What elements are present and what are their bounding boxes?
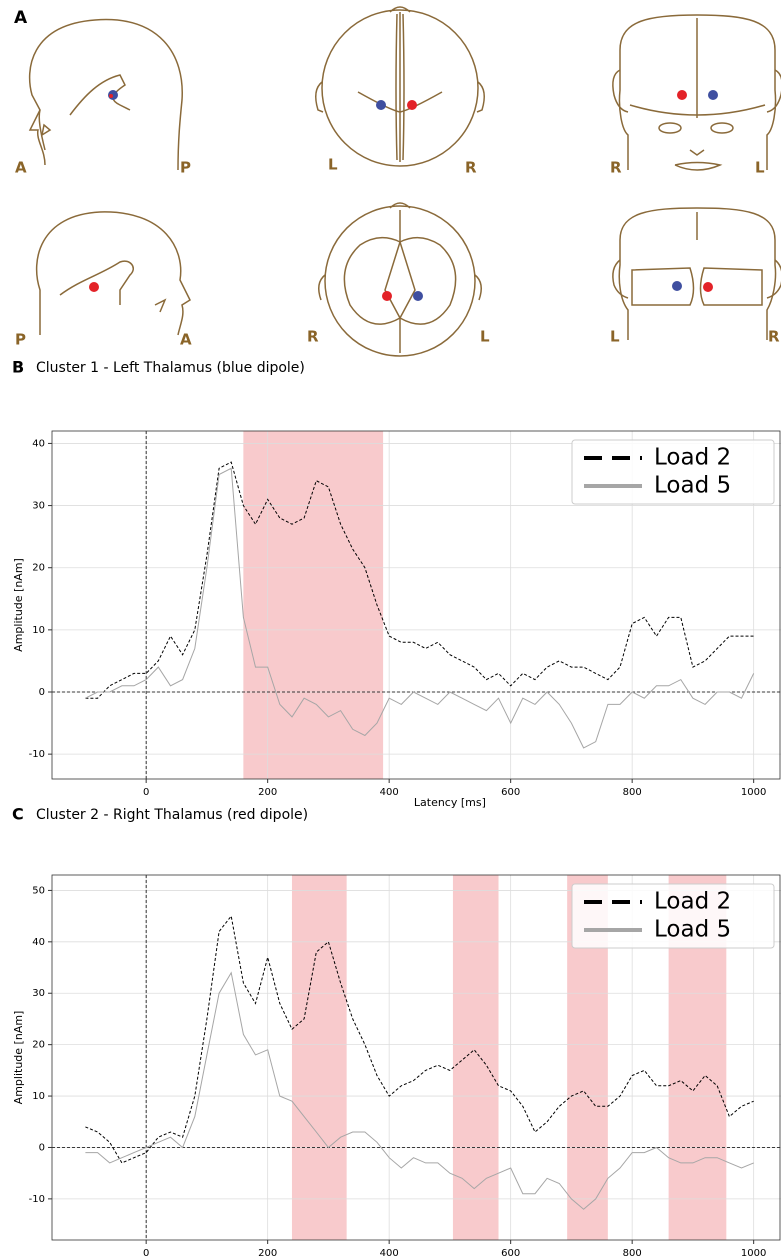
y-axis-label: Amplitude [nAm]: [12, 1011, 25, 1105]
highlight-span: [453, 875, 499, 1240]
x-tick-label: 800: [623, 1248, 642, 1258]
y-tick-label: 0: [39, 1142, 45, 1153]
y-tick-label: 30: [32, 988, 45, 999]
x-tick-label: 400: [380, 787, 399, 798]
dipole-red: [677, 90, 687, 100]
orientation-label: P: [15, 331, 26, 349]
y-tick-label: 10: [32, 625, 45, 636]
x-tick-label: 200: [258, 1248, 277, 1258]
head-top: [319, 203, 482, 356]
figure-svg: A A P L R R L P A: [0, 0, 781, 1258]
data-line: [85, 973, 753, 1209]
x-tick-label: 0: [143, 1248, 149, 1258]
dipole-red: [382, 291, 392, 301]
data-line: [85, 468, 753, 748]
x-tick-label: 800: [623, 787, 642, 798]
highlight-span: [292, 875, 347, 1240]
x-axis-label: Latency [ms]: [414, 796, 486, 809]
dipole-red: [109, 94, 113, 98]
y-tick-label: 0: [39, 687, 45, 698]
y-axis-label: Amplitude [nAm]: [12, 558, 25, 652]
head-front: [613, 208, 781, 340]
y-tick-label: 20: [32, 563, 45, 574]
x-tick-label: 200: [258, 787, 277, 798]
x-tick-label: 0: [143, 787, 149, 798]
x-tick-label: 600: [501, 787, 520, 798]
orientation-label: R: [768, 328, 780, 346]
head-top: [316, 7, 485, 166]
chart-title: Cluster 2 - Right Thalamus (red dipole): [36, 807, 308, 823]
panel-label: C: [12, 805, 24, 824]
head-side: [37, 212, 190, 335]
dipole-blue: [708, 90, 718, 100]
orientation-label: R: [610, 159, 622, 177]
chart-title: Cluster 1 - Left Thalamus (blue dipole): [36, 360, 305, 376]
y-tick-label: 50: [32, 885, 45, 896]
x-tick-label: 600: [501, 1248, 520, 1258]
highlight-span: [243, 431, 383, 779]
legend-label: Load 5: [654, 473, 731, 499]
figure: A A P L R R L P A: [0, 0, 781, 1258]
orientation-label: L: [328, 156, 338, 174]
panel-label: B: [12, 358, 24, 377]
y-tick-label: -10: [29, 749, 45, 760]
x-tick-label: 400: [380, 1248, 399, 1258]
orientation-label: L: [610, 328, 620, 346]
dipole-red: [703, 282, 713, 292]
orientation-label: A: [180, 331, 192, 349]
y-tick-label: 20: [32, 1040, 45, 1051]
data-line: [85, 916, 753, 1163]
orientation-label: L: [755, 159, 765, 177]
orientation-label: R: [465, 159, 477, 177]
head-side: [30, 20, 183, 170]
orientation-label: R: [307, 328, 319, 346]
orientation-label: P: [180, 159, 191, 177]
x-tick-label: 1000: [741, 1248, 766, 1258]
y-tick-label: -10: [29, 1194, 45, 1205]
dipole-blue: [413, 291, 423, 301]
orientation-label: A: [15, 159, 27, 177]
x-tick-label: 1000: [741, 787, 766, 798]
dipole-red: [407, 100, 417, 110]
orientation-label: L: [480, 328, 490, 346]
legend-label: Load 5: [654, 917, 731, 943]
y-tick-label: 40: [32, 438, 45, 449]
legend-label: Load 2: [654, 889, 731, 915]
dipole-red: [89, 282, 99, 292]
y-tick-label: 30: [32, 501, 45, 512]
y-tick-label: 40: [32, 937, 45, 948]
y-tick-label: 10: [32, 1091, 45, 1102]
panel-label: A: [14, 8, 28, 28]
dipole-blue: [672, 281, 682, 291]
dipole-blue: [376, 100, 386, 110]
legend-label: Load 2: [654, 445, 731, 471]
head-front: [613, 15, 781, 170]
